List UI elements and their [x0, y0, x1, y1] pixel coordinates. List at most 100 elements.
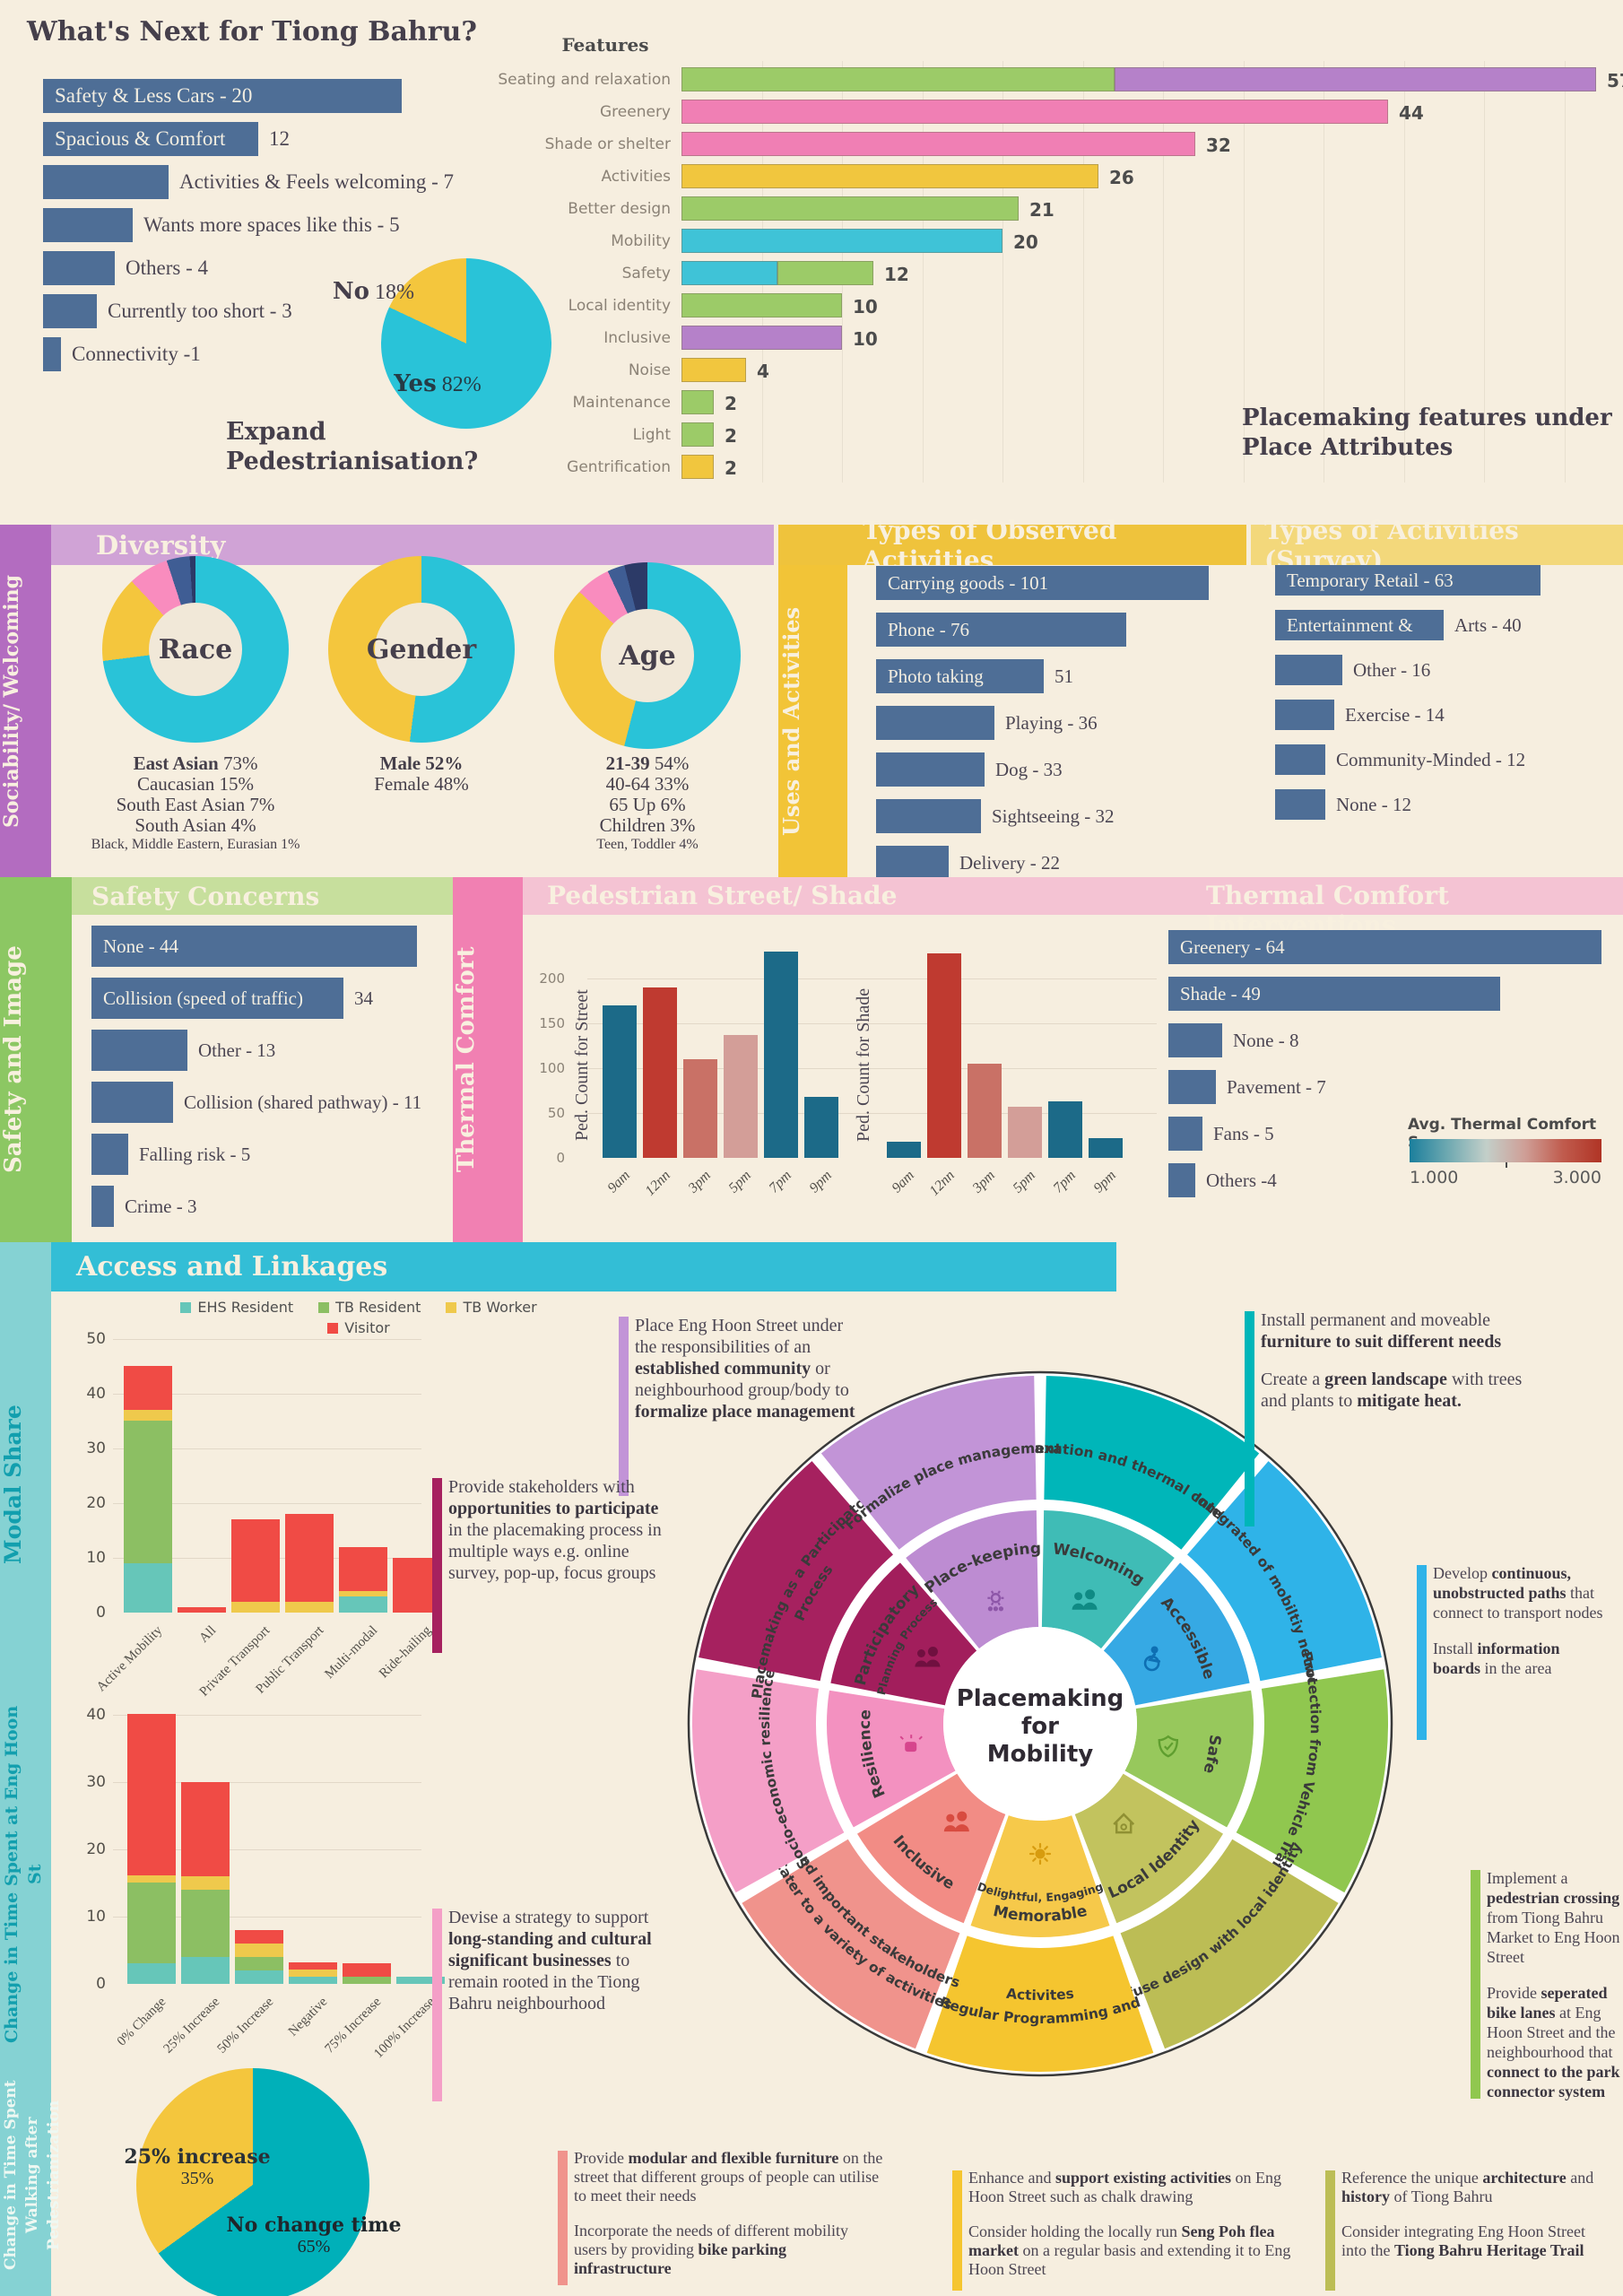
wheel-segment — [906, 1510, 1039, 1649]
legend-swatch — [327, 1322, 339, 1334]
wheel-label: Activites — [1005, 1986, 1074, 2004]
stack-segment — [235, 1957, 283, 1970]
bar-label: Entertainment & — [1287, 613, 1413, 636]
stat-line: Male 52% — [379, 752, 464, 774]
bar — [43, 337, 61, 371]
donut-hole: Gender — [367, 603, 476, 696]
feature-value: 2 — [725, 425, 737, 447]
gridline — [113, 1448, 421, 1449]
legend-item: Visitor — [327, 1319, 390, 1336]
stack-segment — [339, 1591, 387, 1596]
people-icon — [915, 1647, 941, 1667]
wheel-center-label: Placemaking — [957, 1685, 1124, 1712]
callout-text: Enhance and support existing activities … — [968, 2169, 1291, 2278]
callout-accent-bar — [1417, 1565, 1427, 1740]
bar-value-label: Delivery - 22 — [959, 851, 1060, 874]
wheel-center — [943, 1627, 1137, 1821]
legend-item: EHS Resident — [180, 1299, 293, 1316]
bar-row: Other - 16 — [1275, 655, 1430, 685]
stat-line: South East Asian 7% — [116, 794, 275, 815]
ped-thermal-header-band — [523, 877, 1623, 915]
feature-row-label: Local identity — [568, 297, 671, 315]
x-tick: 9am — [604, 1168, 634, 1196]
sun-icon — [1028, 1842, 1052, 1866]
bar-row: Other - 13 — [91, 1030, 275, 1071]
gridline — [113, 1394, 421, 1395]
bar-row: Safety & Less Cars - 20 — [43, 79, 402, 113]
feature-row-label: Gentrification — [567, 458, 671, 476]
callout-text: Reference the unique architecture and hi… — [1341, 2169, 1594, 2259]
bar-value-label: Others - 4 — [126, 257, 208, 279]
bar-row: Falling risk - 5 — [91, 1134, 250, 1175]
feature-value: 2 — [725, 457, 737, 479]
y-tick: 40 — [86, 1385, 106, 1403]
gridline — [1082, 61, 1084, 483]
bar-row: Temporary Retail - 63 — [1275, 565, 1541, 596]
bar — [1168, 1070, 1216, 1104]
wheel-segment — [699, 1461, 893, 1682]
donut-label: Age — [619, 639, 676, 672]
bar-row: Activities & Feels welcoming - 7 — [43, 165, 454, 199]
bar-value-label: 34 — [354, 987, 373, 1009]
donut-hole: Age — [601, 609, 694, 702]
legend-swatch — [446, 1301, 457, 1313]
wheel-segment — [1120, 1839, 1339, 2049]
stat-line: 65 Up 6% — [609, 794, 686, 815]
gridline — [1403, 61, 1405, 483]
bar — [1275, 655, 1342, 685]
bar-value-label: Currently too short - 3 — [108, 300, 292, 322]
gridline — [587, 1068, 1157, 1069]
feature-bar-segment — [681, 164, 1098, 188]
bar — [1168, 1163, 1195, 1197]
bar-row: Community-Minded - 12 — [1275, 744, 1525, 775]
bar-label: Phone - 76 — [888, 618, 969, 640]
bar-label: None - 44 — [103, 935, 178, 957]
bar-value-label: Dog - 33 — [995, 758, 1063, 780]
stack-segment — [181, 1782, 230, 1876]
bar — [1275, 789, 1325, 820]
bar: Greenery - 64 — [1168, 930, 1601, 964]
stat-line: East Asian 73% — [133, 752, 258, 774]
gridline — [587, 978, 1157, 979]
feature-row-label: Greenery — [600, 103, 671, 121]
feature-value: 10 — [853, 328, 878, 350]
survey-activities-header: Types of Activities (Survey) — [1251, 516, 1623, 575]
walking-time-pie — [136, 2068, 369, 2296]
shield-icon — [1158, 1735, 1178, 1758]
feature-bar-segment — [681, 67, 1115, 91]
bar — [43, 294, 97, 328]
stack-segment — [181, 1890, 230, 1957]
callout-text: Devise a strategy to support long-standi… — [448, 1908, 652, 2013]
feature-value: 4 — [757, 361, 769, 382]
bar: Phone - 76 — [876, 613, 1126, 647]
wheel-segment — [1103, 1562, 1250, 1706]
bar-value-label: None - 12 — [1336, 793, 1411, 815]
bar: Photo taking — [876, 659, 1044, 693]
feature-bar-segment — [681, 422, 714, 447]
x-tick: 9am — [889, 1168, 918, 1196]
feature-value: 32 — [1206, 135, 1231, 156]
stack-segment — [181, 1876, 230, 1890]
x-tick: 12nn — [926, 1168, 959, 1199]
legend-label: EHS Resident — [197, 1299, 294, 1316]
bar-row: Spacious & Comfort 12 — [43, 122, 290, 156]
bar-row: Playing - 36 — [876, 706, 1098, 740]
stack-segment — [231, 1602, 280, 1613]
gridline — [922, 61, 924, 483]
callout-accent-bar — [432, 1478, 442, 1653]
features-caption: Placemaking features under Place Attribu… — [1242, 404, 1612, 461]
callout-text: Implement a pedestrian crossing from Tio… — [1487, 1869, 1620, 2100]
wheel-segment — [1074, 1773, 1224, 1924]
bar-value-label: Sightseeing - 32 — [992, 804, 1115, 827]
bar-label: Collision (speed of traffic) — [103, 987, 303, 1009]
stack-segment — [289, 1977, 337, 1984]
bar-value-label: Connectivity -1 — [72, 343, 201, 365]
bar-value-label: Arts - 40 — [1454, 613, 1522, 636]
feature-row-label: Shade or shelter — [544, 135, 671, 153]
bar — [91, 1186, 114, 1227]
observed-activities-header: Types of Observed Activities — [778, 516, 1246, 575]
ped-bar — [804, 1097, 838, 1158]
gridline — [1243, 61, 1245, 483]
thermal-legend-min: 1.000 — [1410, 1168, 1459, 1187]
